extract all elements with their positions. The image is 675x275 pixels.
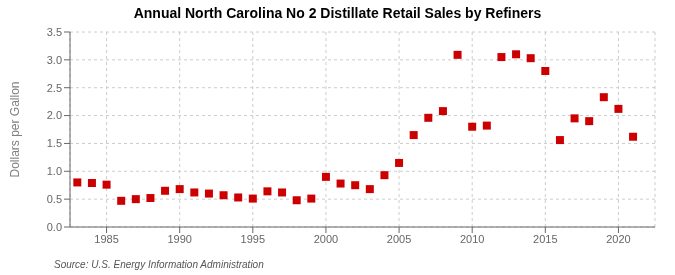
svg-text:2005: 2005 [387, 233, 411, 245]
svg-text:2015: 2015 [533, 233, 557, 245]
svg-text:2010: 2010 [460, 233, 484, 245]
svg-text:1990: 1990 [167, 233, 191, 245]
svg-text:2.0: 2.0 [47, 109, 62, 121]
html-text:Source: U.S. Energy Informatio: Source: U.S. Energy Information Administ… [54, 259, 264, 270]
html-text:Annual North Carolina No 2 Dis: Annual North Carolina No 2 Distillate Re… [133, 5, 542, 21]
svg-text:1985: 1985 [94, 233, 118, 245]
svg-text:0.0: 0.0 [47, 221, 62, 233]
svg-text:Dollars per Gallon: Dollars per Gallon [8, 81, 22, 177]
svg-text:3.0: 3.0 [47, 54, 62, 66]
svg-text:2.5: 2.5 [47, 82, 62, 94]
svg-text:2020: 2020 [606, 233, 630, 245]
svg-text:0.5: 0.5 [47, 193, 62, 205]
svg-text:1.0: 1.0 [47, 165, 62, 177]
svg-text:1995: 1995 [241, 233, 265, 245]
svg-text:1.5: 1.5 [47, 137, 62, 149]
svg-text:2000: 2000 [314, 233, 338, 245]
svg-text:3.5: 3.5 [47, 26, 62, 38]
